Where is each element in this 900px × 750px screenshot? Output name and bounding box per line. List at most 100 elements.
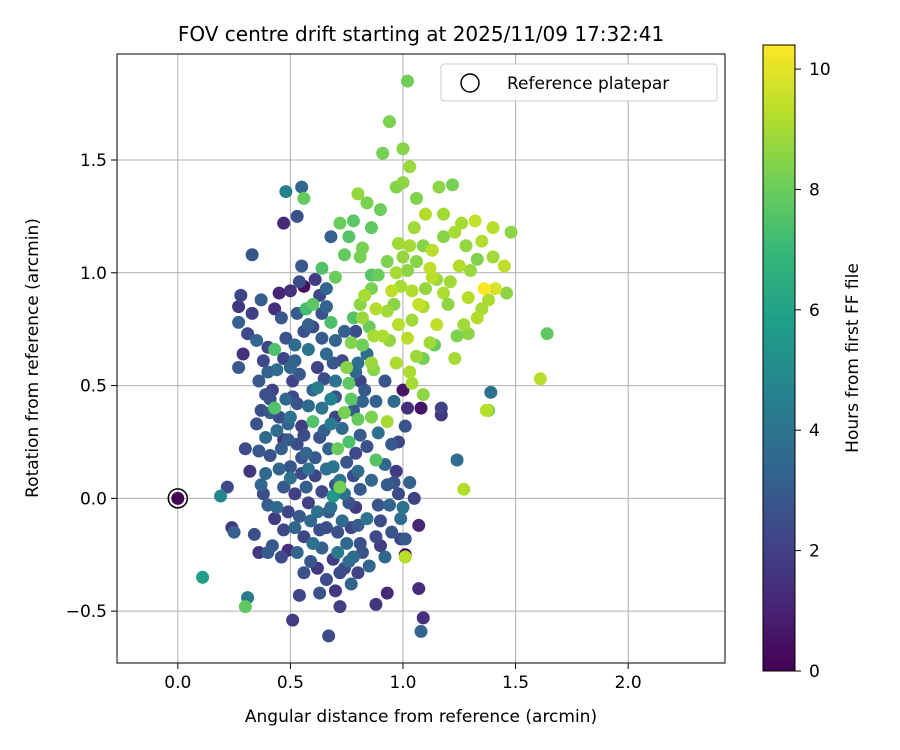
data-point [301,462,315,476]
data-point [274,442,288,456]
legend-box [440,63,718,102]
reference-marker [167,488,189,509]
data-point [328,270,342,284]
data-point [337,324,351,338]
data-point [364,410,378,424]
data-point [277,216,291,230]
data-point [371,268,385,282]
data-point [331,442,345,456]
data-point [252,374,266,388]
data-point [437,286,451,300]
data-point [326,356,340,370]
data-point [261,545,275,559]
data-point [396,500,410,514]
data-point [290,397,304,411]
x-tick-label: 0.0 [164,673,191,693]
data-point [297,530,311,544]
data-point [464,264,478,278]
data-point [324,392,338,406]
data-point [292,275,306,289]
data-point [358,288,372,302]
data-point [301,318,315,332]
data-point [232,315,246,329]
data-point [389,266,403,280]
data-point [301,342,315,356]
data-point [484,385,498,399]
data-point [355,394,369,408]
data-point [351,412,365,426]
data-point [378,550,392,564]
data-point [475,234,489,248]
x-tick-label: 1.0 [389,673,416,693]
colorbar-label: Hours from first FF file [843,263,863,453]
data-point [360,196,374,210]
data-point [351,566,365,580]
data-point [468,214,482,228]
data-point [319,573,333,587]
data-point [398,550,412,564]
data-point [250,333,264,347]
data-point [405,313,419,327]
data-point [295,259,309,273]
data-point [317,372,331,386]
data-point [405,284,419,298]
data-point [396,176,410,190]
y-tick-label: 0.0 [80,489,107,509]
colorbar-tick-label: 2 [809,542,820,562]
data-point [387,394,401,408]
data-point [315,401,329,415]
data-point [351,464,365,478]
data-point [373,514,387,528]
data-point [369,530,383,544]
data-point [396,142,410,156]
data-point [371,426,385,440]
data-point [380,478,394,492]
data-point [353,428,367,442]
data-point [245,248,259,262]
data-point [389,464,403,478]
data-point [425,243,439,257]
data-point [540,327,554,341]
y-ticks: −0.5 0.0 0.5 1.0 1.5 [66,151,117,622]
data-point [412,297,426,311]
data-point [241,327,255,341]
y-tick-label: 1.5 [80,151,107,171]
data-point [333,216,347,230]
data-point [268,401,282,415]
data-point [306,297,320,311]
data-point [337,248,351,262]
data-point [290,545,304,559]
data-point [441,297,455,311]
data-point [324,230,338,244]
data-point [455,216,469,230]
colorbar-tick-label: 10 [809,60,831,80]
data-point [306,536,320,550]
data-point [416,611,430,625]
data-point [479,403,493,417]
data-point [288,487,302,501]
data-point [405,376,419,390]
data-point [344,392,358,406]
data-point [319,282,333,296]
data-point [369,597,383,611]
data-point [335,421,349,435]
data-point [268,342,282,356]
data-point [238,442,252,456]
data-point [270,500,284,514]
data-point [382,115,396,129]
data-point [369,394,383,408]
data-point [400,264,414,278]
x-tick-label: 0.5 [277,673,304,693]
data-point [326,489,340,503]
data-point [373,203,387,217]
data-point [396,250,410,264]
data-point [500,286,514,300]
data-point [270,424,284,438]
data-point [407,491,421,505]
data-point [349,324,363,338]
data-point [292,588,306,602]
data-point [277,480,291,494]
data-point [364,356,378,370]
data-point [457,318,471,332]
